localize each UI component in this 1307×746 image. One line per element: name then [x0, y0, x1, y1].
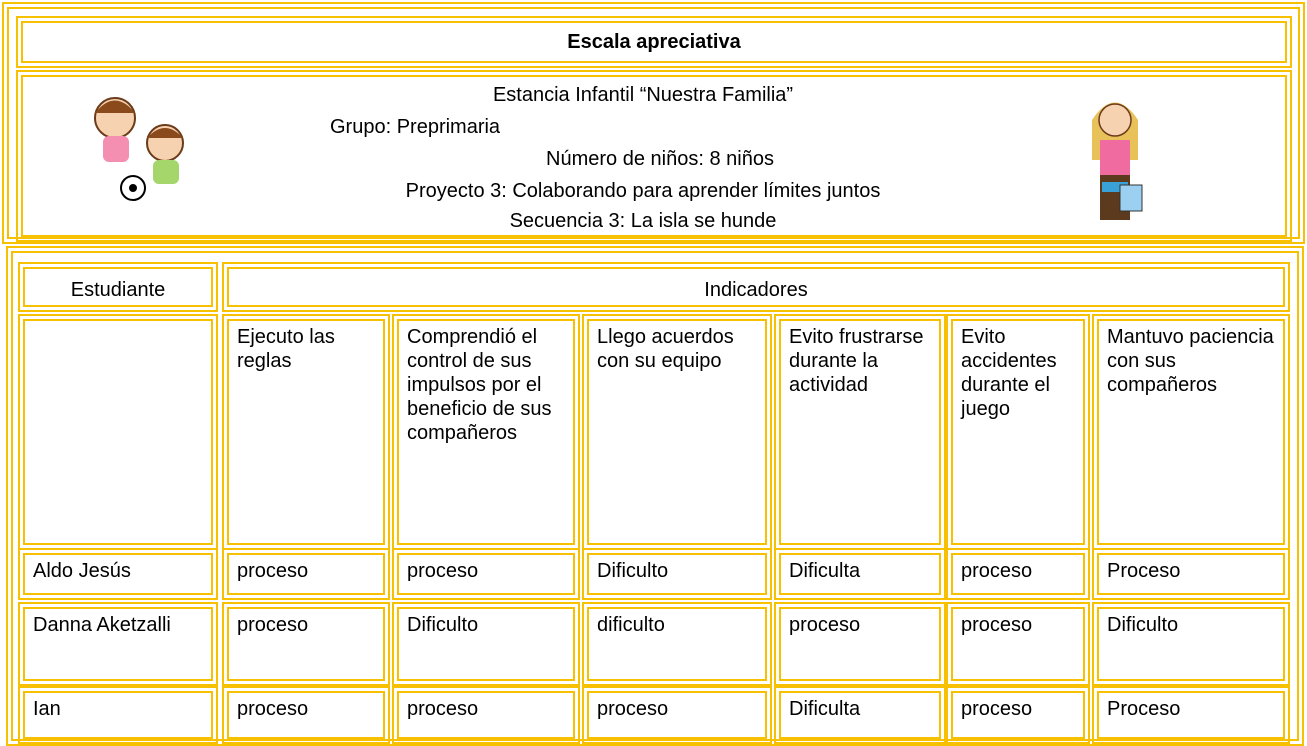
- kids-illustration: [94, 97, 184, 201]
- empty-cell: [18, 314, 218, 550]
- info-box: [16, 70, 1292, 242]
- rating-cell: dificulto: [582, 602, 772, 686]
- rating-cell: proceso: [222, 548, 390, 600]
- column-header: Indicadores: [222, 262, 1290, 312]
- rating-cell: Proceso: [1092, 686, 1290, 744]
- student-name: Danna Aketzalli: [18, 602, 218, 686]
- student-name: Aldo Jesús: [18, 548, 218, 600]
- rating-cell: proceso: [582, 686, 772, 744]
- rating-cell: Proceso: [1092, 548, 1290, 600]
- rating-cell: Dificulta: [774, 686, 946, 744]
- info-line: Secuencia 3: La isla se hunde: [509, 210, 777, 232]
- student-name: Ian: [18, 686, 218, 744]
- rating-cell: proceso: [392, 548, 580, 600]
- indicator-header: Evito frustrarse durante la actividad: [774, 314, 946, 550]
- rating-cell: proceso: [222, 686, 390, 744]
- indicator-header: Evito accidentes durante el juego: [946, 314, 1090, 550]
- rating-cell: Dificulto: [392, 602, 580, 686]
- info-line: Proyecto 3: Colaborando para aprender lí…: [405, 180, 881, 202]
- rating-cell: proceso: [774, 602, 946, 686]
- indicator-header: Llego acuerdos con su equipo: [582, 314, 772, 550]
- teacher-illustration: [1092, 102, 1143, 220]
- rating-cell: Dificulto: [1092, 602, 1290, 686]
- indicator-header: Ejecuto las reglas: [222, 314, 390, 550]
- rating-cell: proceso: [392, 686, 580, 744]
- rating-cell: proceso: [222, 602, 390, 686]
- indicator-header: Comprendió el control de sus impulsos po…: [392, 314, 580, 550]
- rating-cell: Dificulto: [582, 548, 772, 600]
- title: Escala apreciativa: [16, 16, 1292, 68]
- info-line: Estancia Infantil “Nuestra Familia”: [492, 84, 794, 106]
- rating-cell: Dificulta: [774, 548, 946, 600]
- column-header: Estudiante: [18, 262, 218, 312]
- rating-cell: proceso: [946, 686, 1090, 744]
- rating-cell: proceso: [946, 602, 1090, 686]
- rating-cell: proceso: [946, 548, 1090, 600]
- info-line: Grupo: Preprimaria: [330, 116, 501, 138]
- info-line: Número de niños: 8 niños: [546, 148, 774, 170]
- indicator-header: Mantuvo paciencia con sus compañeros: [1092, 314, 1290, 550]
